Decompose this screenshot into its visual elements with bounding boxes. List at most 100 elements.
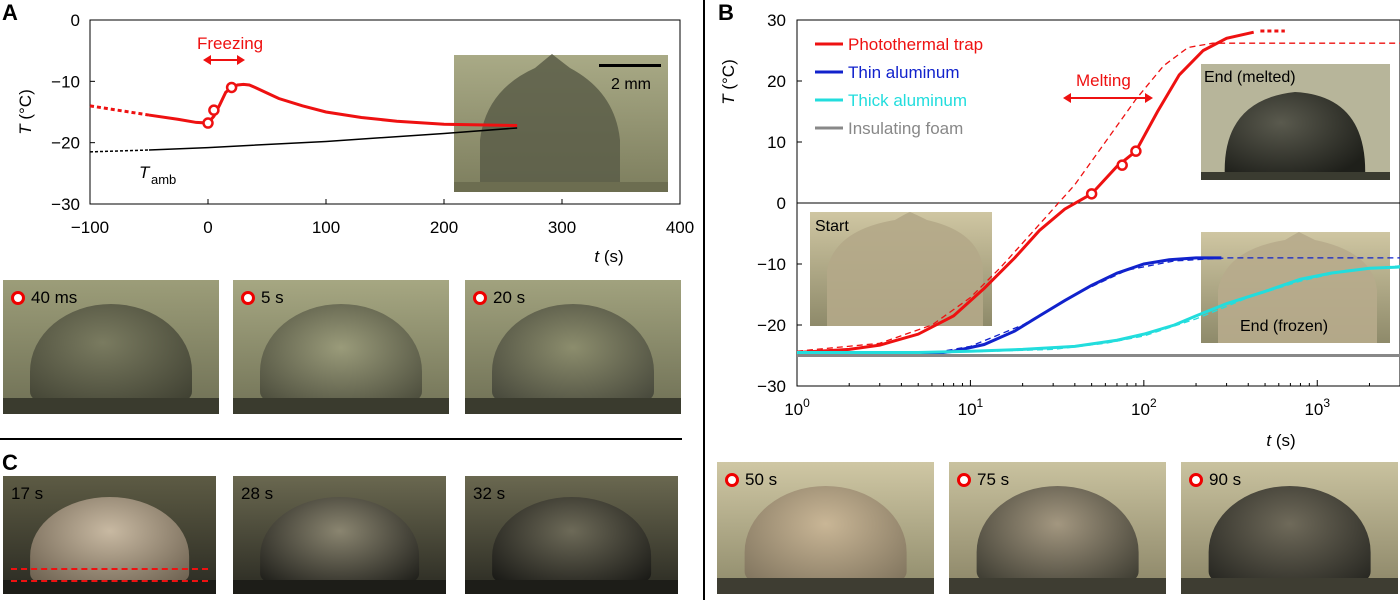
- photo-time-label: 17 s: [11, 484, 44, 503]
- substrate: [465, 579, 678, 594]
- photo-caption: 5 s: [241, 288, 284, 308]
- photo-c-1: 17 s: [3, 476, 216, 594]
- melting-arrow: [1063, 93, 1153, 103]
- marker-ring-icon: [473, 291, 487, 305]
- y-tick-label-a: −20: [51, 134, 80, 153]
- series-a-dotted: [89, 149, 150, 153]
- x-axis-label-a: t (s): [594, 247, 623, 266]
- x-tick-label-b: 101: [958, 396, 984, 419]
- inset-melted-label: End (melted): [1204, 69, 1296, 86]
- dashed-marker-line: [11, 568, 208, 570]
- inset-photo-melted: [1201, 64, 1390, 180]
- marker-a: [208, 104, 220, 116]
- horizontal-divider: [0, 438, 682, 440]
- x-axis-label-b: t (s): [1266, 431, 1295, 450]
- y-tick-label-b: 0: [777, 194, 786, 213]
- y-tick-label-a: −10: [51, 72, 80, 91]
- series-b-thin-aluminum-model: [797, 257, 1400, 357]
- marker-ring-icon: [725, 473, 739, 487]
- photo-caption: 32 s: [473, 484, 505, 504]
- dashed-marker-line: [11, 580, 208, 582]
- y-tick-label-a: 0: [71, 11, 80, 30]
- y-tick-label-b: −10: [757, 255, 786, 274]
- marker-b: [1130, 145, 1142, 157]
- freezing-arrow: [203, 55, 245, 65]
- photo-time-label: 50 s: [745, 470, 778, 489]
- vertical-divider: [703, 0, 705, 600]
- photo-c-3: 32 s: [465, 476, 678, 594]
- y-tick-label-b: −20: [757, 316, 786, 335]
- y-tick-label-b: 20: [767, 72, 786, 91]
- droplet: [260, 304, 422, 401]
- droplet: [259, 497, 420, 583]
- photo-caption: 40 ms: [11, 288, 77, 308]
- legend-label: Thin aluminum: [848, 63, 960, 82]
- series-a-amb: [148, 127, 518, 151]
- inset-photo-frozen: [1201, 232, 1390, 343]
- x-tick-label-a: 0: [203, 218, 212, 237]
- plot-frame: [89, 19, 681, 205]
- photo-caption: 28 s: [241, 484, 273, 504]
- inset-photo-a: [454, 54, 668, 192]
- x-tick-label-b: 102: [1131, 396, 1157, 419]
- photo-time-label: 28 s: [241, 484, 274, 503]
- t-amb-label: T: [139, 163, 151, 182]
- photo-time-label: 32 s: [473, 484, 506, 503]
- photo-time-label: 40 ms: [31, 288, 78, 307]
- substrate: [1181, 578, 1398, 594]
- series-b-thick-aluminum: [797, 265, 1400, 354]
- series-b-photothermal-trap-model: [796, 42, 1400, 352]
- substrate: [233, 397, 449, 414]
- substrate: [3, 397, 219, 414]
- marker-b: [1085, 188, 1098, 200]
- photo-time-label: 20 s: [493, 288, 526, 307]
- inset-frozen-label: End (frozen): [1240, 318, 1328, 335]
- legend: Photothermal trap Thin aluminum Thick alum…: [815, 35, 983, 138]
- y-tick-label-b: −30: [757, 377, 786, 396]
- photo-caption: 90 s: [1189, 470, 1241, 490]
- droplet: [492, 304, 654, 401]
- droplet: [1208, 485, 1371, 581]
- photo-time-label: 90 s: [1209, 470, 1242, 489]
- freezing-annotation: Freezing: [197, 34, 263, 53]
- y-tick-label-b: 30: [767, 11, 786, 30]
- substrate: [465, 397, 681, 414]
- chart-a: 2 mm −100 0 100 200 300 400 0 −10 −20 −30 Freezin…: [16, 11, 694, 266]
- series-b-thick-aluminum-model: [796, 265, 1400, 354]
- y-axis-label-b: T (°C): [719, 59, 738, 105]
- marker-a: [202, 117, 214, 129]
- photo-time-label: 75 s: [977, 470, 1010, 489]
- panel-label-c: C: [2, 450, 18, 475]
- legend-label: Insulating foam: [848, 119, 963, 138]
- photo-b-2: 75 s: [949, 462, 1166, 594]
- substrate: [3, 579, 216, 594]
- substrate: [949, 578, 1166, 594]
- scale-bar: [599, 64, 661, 67]
- legend-label: Thick aluminum: [848, 91, 967, 110]
- legend-label: Photothermal trap: [848, 35, 983, 54]
- photo-caption: 50 s: [725, 470, 777, 490]
- y-axis-label-a: T (°C): [16, 89, 35, 135]
- droplet: [744, 485, 907, 581]
- series-a-dotted: [89, 104, 150, 117]
- x-tick-label-a: −100: [71, 218, 109, 237]
- y-tick-label-a: −30: [51, 195, 80, 214]
- droplet: [491, 497, 652, 583]
- marker-ring-icon: [957, 473, 971, 487]
- x-tick-label-b: 100: [784, 396, 810, 419]
- x-tick-label-a: 100: [312, 218, 340, 237]
- inset-start-label: Start: [815, 218, 849, 235]
- marker-ring-icon: [241, 291, 255, 305]
- photo-b-3: 90 s: [1181, 462, 1398, 594]
- photo-c-2: 28 s: [233, 476, 446, 594]
- substrate: [717, 578, 934, 594]
- photo-a-3: 20 s: [465, 280, 681, 414]
- y-tick-label-b: 10: [767, 133, 786, 152]
- marker-b: [1116, 159, 1128, 171]
- photo-caption: 75 s: [957, 470, 1009, 490]
- droplet: [976, 485, 1139, 581]
- series-b-photothermal-trap: [796, 30, 1255, 354]
- melting-annotation: Melting: [1076, 71, 1131, 90]
- panel-label-a: A: [2, 0, 18, 25]
